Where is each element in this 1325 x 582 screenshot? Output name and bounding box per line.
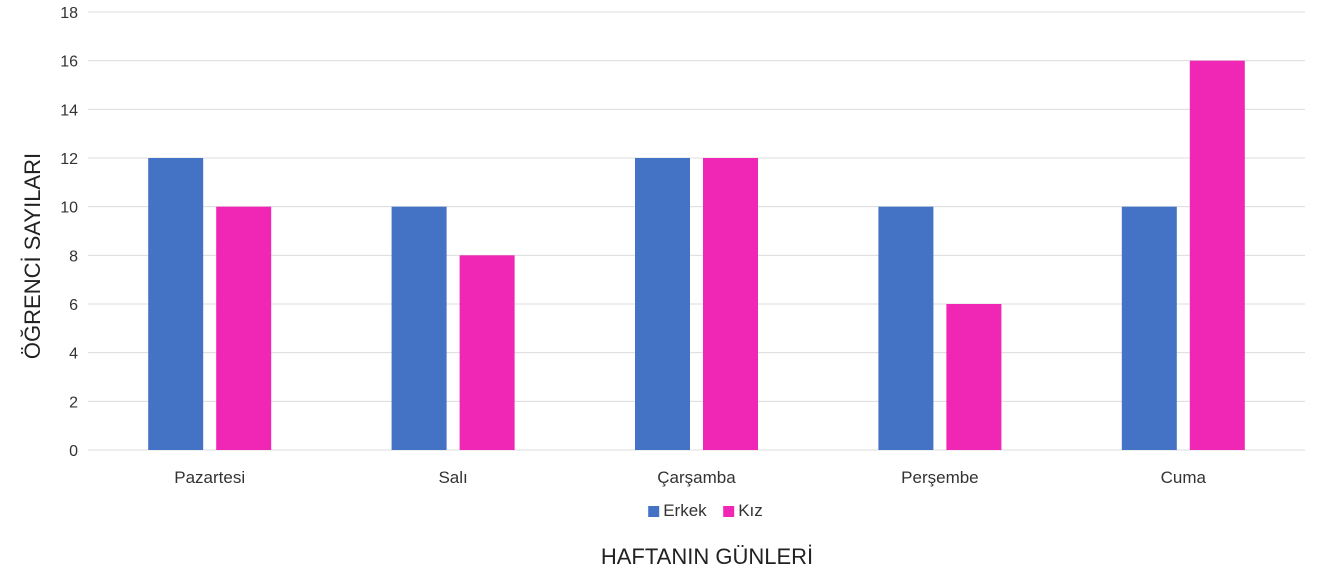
y-tick-label: 8 [69,248,78,265]
legend-swatch-kız [723,506,735,517]
y-tick-label: 4 [69,346,78,363]
bar-erkek-2 [635,158,690,450]
bar-kız-2 [703,158,758,450]
legend: Erkek Kız [648,501,763,520]
y-tick-label: 16 [60,54,78,71]
bar-kız-1 [459,255,515,450]
legend-label: Erkek [663,501,707,520]
bar-erkek-4 [1121,206,1177,450]
x-category-label: Çarşamba [657,468,736,487]
y-tick-label: 0 [69,443,78,460]
y-tick-label: 2 [69,394,78,411]
bar-erkek-1 [391,206,447,450]
bar-erkek-3 [878,206,934,450]
y-tick-label: 12 [60,151,78,168]
y-tick-label: 18 [60,5,78,22]
bar-kız-0 [216,206,272,450]
y-axis-ticks: 0 2 4 6 8 10 12 14 16 18 [60,5,78,460]
x-category-label: Salı [438,468,467,487]
y-tick-label: 10 [60,200,78,217]
bar-kız-3 [946,304,1002,450]
y-tick-label: 14 [60,102,78,119]
x-category-label: Perşembe [901,468,978,487]
x-category-label: Cuma [1161,468,1207,487]
bars [148,60,1245,451]
legend-swatch-erkek [648,506,660,517]
legend-label: Kız [738,501,763,520]
x-axis-categories: Pazartesi Salı Çarşamba Perşembe Cuma [174,468,1206,487]
y-axis-title: ÖĞRENCİ SAYILARI [20,153,45,359]
x-category-label: Pazartesi [174,468,245,487]
y-tick-label: 6 [69,297,78,314]
gridlines [88,11,1305,451]
x-axis-title: HAFTANIN GÜNLERİ [601,544,813,569]
bar-kız-4 [1189,60,1245,451]
bar-erkek-0 [148,158,204,450]
